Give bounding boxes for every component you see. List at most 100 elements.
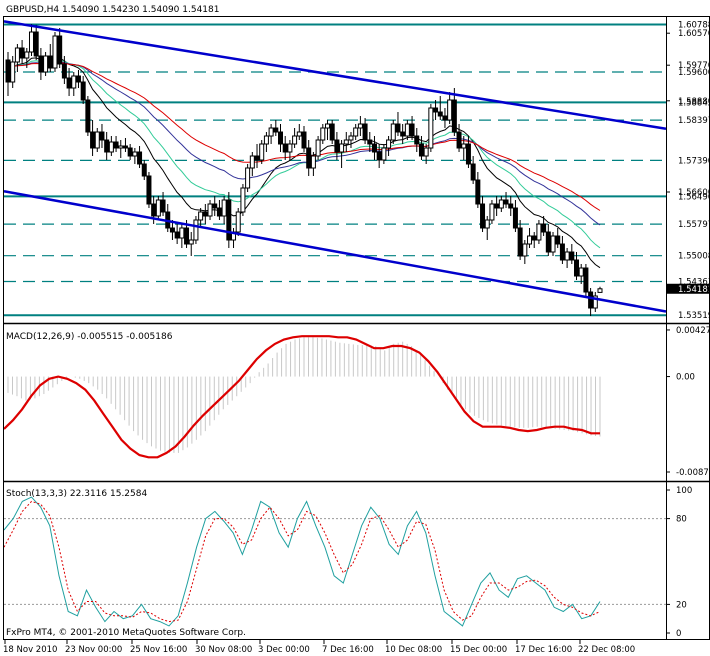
candle-body [588, 291, 594, 309]
candle-body [381, 147, 387, 161]
stoch-tick-label: 100 [676, 486, 692, 496]
candle-body [334, 139, 340, 153]
macd-signal-line [3, 335, 600, 459]
candle-body [362, 123, 368, 141]
candle-body [423, 147, 429, 157]
stoch-panel: 100 80 20 0 [3, 486, 692, 639]
candle-body [442, 115, 448, 121]
candle-body [550, 235, 556, 253]
candle-body [475, 179, 481, 205]
candle-body [498, 199, 504, 209]
candle-body [108, 141, 114, 153]
candle-body [367, 139, 373, 145]
candle-body [465, 143, 471, 165]
price-level-label: 1.54363 [678, 277, 710, 287]
candle-body [348, 135, 354, 141]
candle-body [207, 203, 213, 217]
candle-body [324, 123, 330, 129]
candle-body [480, 203, 486, 229]
candle-body [404, 123, 410, 137]
x-axis-label: 30 Nov 08:00 [195, 645, 252, 655]
candle-body [428, 107, 434, 149]
moving-average-navy [7, 61, 601, 226]
x-axis: 18 Nov 2010 23 Nov 00:00 25 Nov 16:00 30 No… [3, 640, 635, 655]
x-axis-label: 7 Dec 16:00 [322, 645, 374, 655]
candle-body [137, 151, 143, 165]
x-axis-label: 25 Nov 16:00 [130, 645, 187, 655]
candle-body [371, 143, 377, 153]
candle-body [184, 227, 190, 245]
candle-body [315, 139, 321, 157]
candle-body [395, 123, 401, 133]
candle-body [292, 135, 298, 145]
candle-body [461, 143, 467, 149]
x-axis-label: 3 Dec 00:00 [258, 645, 310, 655]
price-tick-label: 1.60570 [678, 29, 710, 39]
candle-body [249, 155, 255, 169]
candle-body [597, 288, 603, 293]
macd-tick-label: 0.004274 [676, 326, 710, 336]
candle-body [418, 143, 424, 157]
candle-body [193, 219, 199, 241]
price-tick-label: 1.58880 [678, 97, 710, 107]
price-level-label: 1.53519 [678, 311, 710, 321]
candle-body [113, 141, 119, 149]
candle-body [245, 167, 251, 189]
candle-body [66, 77, 72, 89]
candle-body [263, 135, 269, 145]
candle-body [559, 243, 565, 261]
candle-body [494, 203, 500, 209]
stoch-main-line [3, 496, 601, 627]
current-price-box [667, 283, 710, 294]
candle-body [57, 35, 63, 65]
candle-body [569, 251, 575, 261]
candle-body [301, 131, 307, 149]
moving-average-red [7, 62, 601, 211]
candle-body [268, 127, 274, 137]
candle-body [278, 131, 284, 145]
x-axis-label: 17 Dec 16:00 [515, 645, 572, 655]
candle-body [282, 143, 288, 153]
stoch-tick-label: 0 [676, 629, 681, 639]
candle-body [296, 131, 302, 137]
candle-body [90, 131, 96, 149]
price-tick-label: 1.59770 [678, 61, 710, 71]
macd-tick-label: -0.00875 [676, 468, 710, 478]
price-level-label: 1.56490 [678, 192, 710, 202]
macd-tick-label: 0.00 [676, 373, 695, 383]
candle-body [151, 203, 157, 217]
candle-body [212, 203, 218, 209]
candle-body [536, 223, 542, 241]
candle-body [259, 143, 265, 161]
macd-panel: 0.004274 0.00 -0.00875 [3, 326, 710, 478]
candle-body [160, 199, 166, 213]
candle-body [61, 63, 67, 79]
candle-body [433, 107, 439, 113]
lower-channel-line [3, 190, 667, 313]
x-axis-label: 15 Dec 00:00 [450, 645, 507, 655]
candle-body [320, 127, 326, 141]
candle-body [451, 99, 457, 133]
candle-body [146, 175, 152, 205]
candle-body [386, 139, 392, 149]
candle-body [508, 203, 514, 209]
upper-channel-line [3, 20, 667, 131]
candle-body [221, 199, 227, 217]
price-level-label: 1.58397 [678, 116, 710, 126]
candle-body [329, 123, 335, 141]
stoch-tick-label: 20 [676, 600, 687, 610]
candle-body [132, 151, 138, 157]
price-level-label: 1.57390 [678, 156, 710, 166]
candle-body [527, 235, 533, 245]
stoch-tick-label: 80 [676, 515, 687, 525]
price-level-label: 1.58842 [678, 98, 710, 108]
candle-body [489, 203, 495, 221]
candle-body [33, 31, 39, 57]
candle-body [484, 219, 490, 229]
x-axis-label: 10 Dec 08:00 [385, 645, 442, 655]
candle-body [343, 139, 349, 145]
price-level-label: 1.55008 [678, 252, 710, 262]
candle-body [118, 145, 124, 149]
candle-body [226, 199, 232, 241]
